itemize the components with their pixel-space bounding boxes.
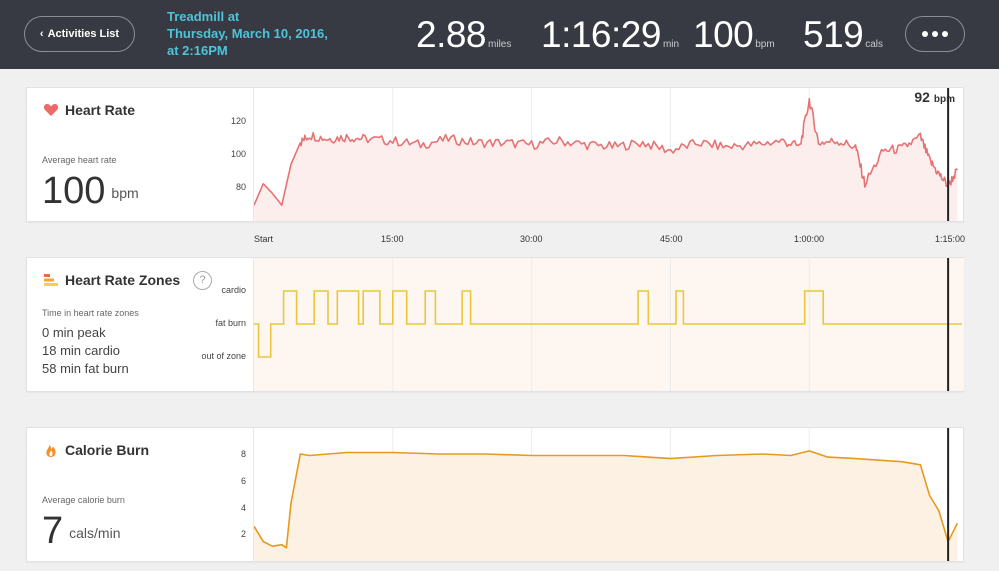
zone-tick-cardio: cardio <box>221 285 246 295</box>
heart-rate-line <box>254 98 958 206</box>
activity-title: Treadmill at Thursday, March 10, 2016, a… <box>167 8 367 59</box>
time-tick-30: 30:00 <box>520 234 543 244</box>
avg-calorie-burn-unit: cals/min <box>69 524 121 541</box>
current-heart-rate-value: 92 <box>914 89 930 105</box>
cal-tick-6: 6 <box>240 476 246 486</box>
hr-tick-120: 120 <box>230 116 246 126</box>
calories-unit: cals <box>865 39 884 50</box>
heart-rate-zones-chart[interactable] <box>254 258 964 391</box>
heart-rate-summary: Heart Rate Average heart rate 100 bpm 120… <box>27 88 254 221</box>
duration-stat: 1:16:29 min <box>541 14 679 56</box>
heart-rate-value: 100 <box>693 14 754 55</box>
current-heart-rate: 92 bpm <box>914 89 955 105</box>
zone-tick-fatburn: fat burn <box>215 318 246 328</box>
cal-tick-4: 4 <box>240 503 246 513</box>
avg-calorie-burn-value: 7 <box>42 510 64 552</box>
distance-value: 2.88 <box>416 14 487 55</box>
heart-icon <box>43 104 59 116</box>
calories-value: 519 <box>803 14 864 55</box>
calorie-burn-area <box>254 450 958 561</box>
avg-heart-rate-value: 100 <box>42 170 106 212</box>
zone-fatburn-line: 58 min fat burn <box>42 361 129 376</box>
heart-rate-area <box>254 98 958 221</box>
time-tick-start: Start <box>254 234 274 244</box>
time-tick-45: 45:00 <box>660 234 683 244</box>
activity-title-line-3: at 2:16PM <box>167 43 228 58</box>
activity-title-line-2: Thursday, March 10, 2016, <box>167 26 328 41</box>
heart-rate-zones-summary: Heart Rate Zones ? Time in heart rate zo… <box>27 258 254 391</box>
more-dot <box>922 31 928 37</box>
avg-heart-rate: 100 bpm <box>42 170 139 213</box>
time-tick-15: 15:00 <box>381 234 404 244</box>
zones-bars-icon <box>44 274 58 286</box>
help-icon[interactable]: ? <box>193 271 212 290</box>
calorie-burn-panel: Calorie Burn Average calorie burn 7 cals/… <box>26 427 964 562</box>
heart-rate-unit: bpm <box>755 39 775 50</box>
heart-rate-panel: Heart Rate Average heart rate 100 bpm 120… <box>26 87 964 222</box>
activity-title-line-1: Treadmill at <box>167 9 240 24</box>
avg-calorie-burn-label: Average calorie burn <box>42 495 125 505</box>
zone-peak-line: 0 min peak <box>42 325 106 340</box>
calorie-burn-summary: Calorie Burn Average calorie burn 7 cals/… <box>27 428 254 561</box>
chevron-left-icon: ‹ <box>39 28 44 40</box>
heart-rate-zones-title: Heart Rate Zones <box>65 272 181 288</box>
more-dot <box>942 31 948 37</box>
time-in-zones-label: Time in heart rate zones <box>42 308 139 318</box>
more-dot <box>932 31 938 37</box>
more-options-button[interactable] <box>905 16 965 52</box>
zone-tick-out-of-zone: out of zone <box>201 351 246 361</box>
avg-heart-rate-label: Average heart rate <box>42 155 117 165</box>
activities-list-label: Activities List <box>47 28 120 40</box>
calorie-burn-title: Calorie Burn <box>65 442 150 458</box>
time-tick-75: 1:15:00 <box>935 234 966 244</box>
heart-rate-chart[interactable] <box>254 88 964 221</box>
distance-unit: miles <box>488 39 512 50</box>
avg-calorie-burn: 7 cals/min <box>42 510 121 553</box>
heart-rate-stat: 100 bpm <box>693 14 775 56</box>
calorie-burn-chart[interactable] <box>254 428 964 561</box>
cal-tick-8: 8 <box>240 449 246 459</box>
hr-tick-80: 80 <box>235 182 246 192</box>
cal-tick-2: 2 <box>240 529 246 539</box>
activities-list-button[interactable]: ‹ Activities List <box>24 16 135 52</box>
calorie-burn-line <box>254 450 959 549</box>
time-tick-60: 1:00:00 <box>794 234 825 244</box>
header-bar: ‹ Activities List Treadmill at Thursday,… <box>0 0 999 69</box>
heart-rate-title: Heart Rate <box>65 102 136 118</box>
calories-stat: 519 cals <box>803 14 883 56</box>
current-heart-rate-unit: bpm <box>933 94 955 105</box>
zone-cardio-line: 18 min cardio <box>42 343 121 358</box>
distance-stat: 2.88 miles <box>416 14 511 56</box>
zones-line <box>254 290 962 358</box>
hr-tick-100: 100 <box>230 149 246 159</box>
flame-icon <box>46 445 56 457</box>
duration-value: 1:16:29 <box>541 14 661 55</box>
heart-rate-zones-panel: Heart Rate Zones ? Time in heart rate zo… <box>26 257 964 392</box>
duration-unit: min <box>662 39 680 50</box>
avg-heart-rate-unit: bpm <box>111 184 139 201</box>
